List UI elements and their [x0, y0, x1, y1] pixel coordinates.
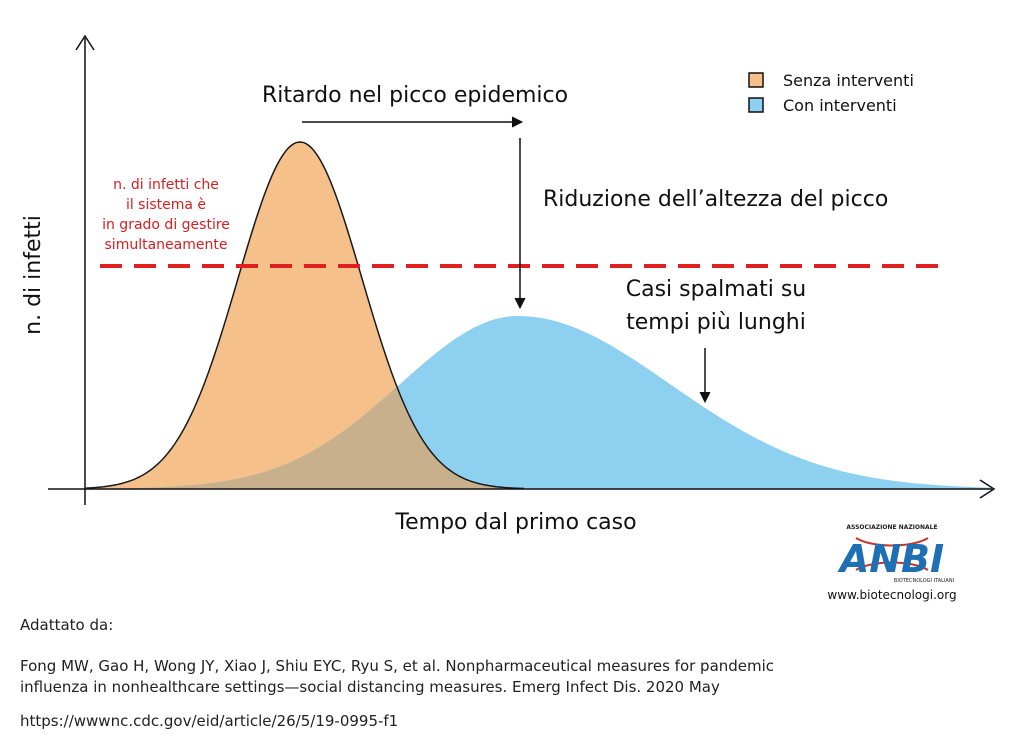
svg-text:ASSOCIAZIONE NAZIONALE: ASSOCIAZIONE NAZIONALE: [846, 524, 937, 531]
citation-line: influenza in nonhealthcare settings—soci…: [20, 678, 720, 696]
capacity-label-line: in grado di gestire: [102, 217, 230, 233]
legend-label-without-interventions: Senza interventi: [783, 71, 914, 90]
curve-without-interventions-outline: [85, 141, 525, 490]
legend-swatch-with-interventions: [748, 97, 764, 113]
curve-without-interventions: [86, 142, 524, 489]
citation-line: Fong MW, Gao H, Wong JY, Xiao J, Shiu EY…: [20, 657, 775, 675]
delay-label: Ritardo nel picco epidemico: [262, 83, 568, 108]
reduction-label: Riduzione dell’altezza del picco: [543, 187, 888, 212]
capacity-label: n. di infetti che il sistema è in grado …: [102, 177, 230, 253]
epidemic-curve-diagram: Ritardo nel picco epidemico Riduzione de…: [21, 34, 996, 535]
adapted-from-label: Adattato da:: [20, 616, 114, 634]
citation: Fong MW, Gao H, Wong JY, Xiao J, Shiu EY…: [20, 656, 980, 698]
reduction-arrowhead: [514, 297, 526, 310]
source-url: https://wwwnc.cdc.gov/eid/article/26/5/1…: [20, 712, 399, 730]
spread-arrowhead: [699, 391, 711, 404]
spread-label-line1: Casi spalmati su: [626, 277, 806, 302]
delay-arrowhead: [511, 116, 524, 128]
x-axis-label: Tempo dal primo caso: [394, 510, 636, 535]
y-axis-arrowhead: [75, 34, 95, 51]
svg-text:BIOTECNOLOGI ITALIANI: BIOTECNOLOGI ITALIANI: [894, 578, 954, 584]
logo-url: www.biotecnologi.org: [827, 588, 957, 602]
anbi-logo-image: ASSOCIAZIONE NAZIONALE ANBI BIOTECNOLOGI…: [837, 524, 954, 584]
legend-label-with-interventions: Con interventi: [783, 96, 897, 115]
x-axis-arrowhead: [979, 479, 996, 499]
capacity-label-line: simultaneamente: [105, 237, 228, 253]
anbi-logo: ASSOCIAZIONE NAZIONALE ANBI BIOTECNOLOGI…: [812, 518, 972, 608]
capacity-label-line: n. di infetti che: [113, 177, 219, 193]
svg-text:ANBI: ANBI: [837, 537, 944, 581]
capacity-label-line: il sistema è: [126, 197, 206, 213]
legend-swatch-without-interventions: [748, 72, 764, 88]
y-axis-label: n. di infetti: [21, 215, 46, 335]
spread-label-line2: tempi più lunghi: [626, 310, 806, 335]
legend: Senza interventi Con interventi: [748, 71, 914, 115]
curve-with-interventions: [86, 316, 990, 489]
